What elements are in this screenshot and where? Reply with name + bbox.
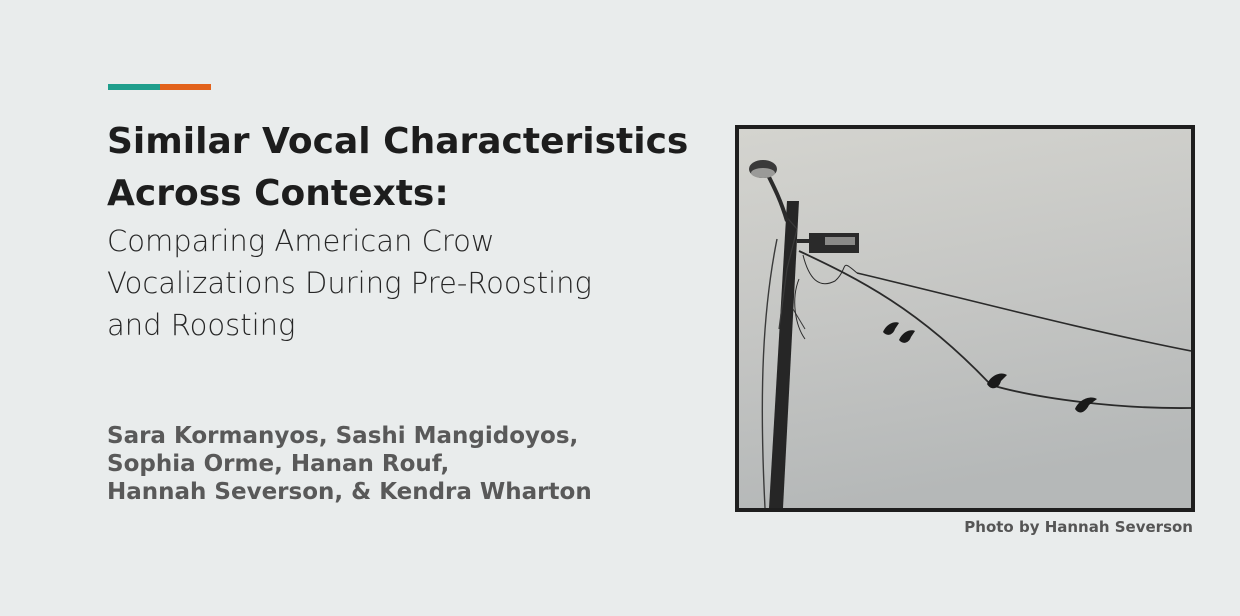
title-block: Similar Vocal Characteristics Across Con…	[107, 116, 717, 346]
accent-bar	[108, 84, 211, 90]
title-line: Similar Vocal Characteristics	[107, 121, 689, 162]
sky	[739, 129, 1191, 508]
title-line: Across Contexts:	[107, 173, 449, 214]
author-line: Sara Kormanyos, Sashi Mangidoyos,	[107, 423, 579, 449]
subtitle-line: and Roosting	[107, 308, 296, 342]
accent-bar-teal	[108, 84, 160, 90]
subtitle-line: Comparing American Crow	[107, 224, 495, 258]
author-line: Hannah Severson, & Kendra Wharton	[107, 479, 592, 505]
subtitle-line: Vocalizations During Pre-Roosting	[107, 266, 592, 300]
slide-title: Similar Vocal Characteristics Across Con…	[107, 116, 717, 220]
author-list: Sara Kormanyos, Sashi Mangidoyos, Sophia…	[107, 422, 707, 506]
crow-photo	[739, 129, 1191, 508]
accent-bar-orange	[160, 84, 211, 90]
author-line: Sophia Orme, Hanan Rouf,	[107, 451, 450, 477]
street-lamp	[749, 160, 789, 222]
lamp-box	[797, 233, 859, 253]
crow-birds	[883, 322, 1097, 413]
photo-frame	[735, 125, 1195, 512]
photo-caption: Photo by Hannah Severson	[964, 518, 1193, 536]
slide-subtitle: Comparing American Crow Vocalizations Du…	[107, 220, 717, 346]
